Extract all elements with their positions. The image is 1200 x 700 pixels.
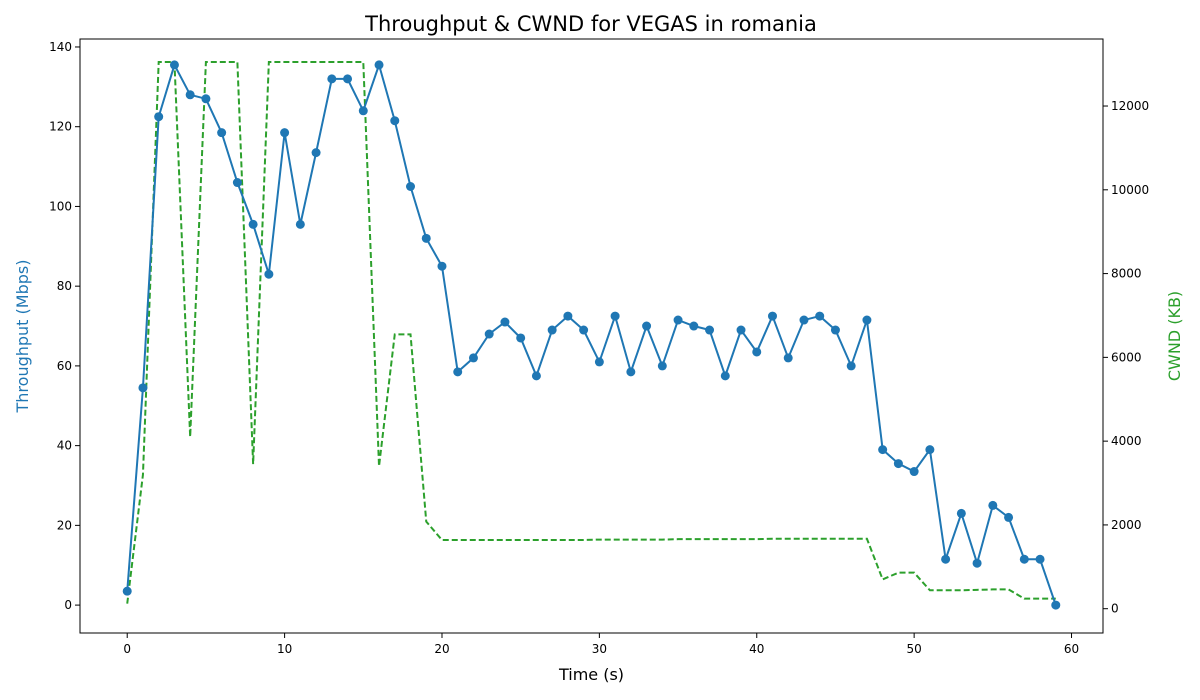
throughput-point — [374, 60, 384, 70]
y-axis-title-right: CWND (KB) — [1165, 291, 1184, 381]
throughput-point — [689, 321, 699, 331]
throughput-point — [264, 269, 274, 279]
y-tick-label-left: 40 — [57, 439, 72, 453]
throughput-point — [516, 333, 526, 343]
y-axis-title-left: Throughput (Mbps) — [13, 260, 32, 414]
x-axis-title: Time (s) — [558, 665, 624, 684]
throughput-point — [185, 90, 195, 100]
throughput-point — [295, 219, 305, 229]
throughput-point — [358, 106, 368, 116]
throughput-point — [1051, 600, 1061, 610]
throughput-point — [531, 371, 541, 381]
throughput-point — [1004, 512, 1014, 522]
throughput-point — [406, 182, 416, 191]
throughput-point — [421, 233, 431, 243]
x-tick-label: 0 — [123, 642, 131, 656]
throughput-point — [500, 317, 510, 327]
throughput-point — [673, 315, 683, 325]
throughput-point — [846, 361, 856, 371]
throughput-point — [232, 178, 242, 188]
throughput-point — [1035, 554, 1045, 564]
throughput-point — [752, 347, 762, 357]
x-tick-label: 10 — [277, 642, 292, 656]
x-tick-label: 30 — [592, 642, 607, 656]
throughput-point — [248, 219, 258, 229]
y-tick-label-right: 4000 — [1111, 434, 1142, 448]
y-tick-label-left: 140 — [49, 40, 72, 54]
throughput-point — [925, 445, 935, 455]
throughput-point — [799, 315, 809, 325]
throughput-point — [626, 367, 636, 377]
throughput-point — [815, 311, 825, 321]
throughput-point — [468, 353, 478, 363]
throughput-point — [909, 467, 919, 477]
throughput-point — [736, 325, 746, 335]
chart-title: Throughput & CWND for VEGAS in romania — [364, 12, 817, 36]
throughput-point — [169, 60, 179, 70]
throughput-point — [311, 148, 321, 158]
y-tick-label-right: 0 — [1111, 602, 1119, 616]
plot-lines — [122, 60, 1061, 610]
throughput-point — [610, 311, 620, 321]
throughput-point — [343, 74, 353, 84]
throughput-point — [563, 311, 573, 321]
throughput-point — [878, 445, 888, 455]
x-tick-label: 20 — [434, 642, 449, 656]
y-tick-label-right: 12000 — [1111, 99, 1149, 113]
throughput-point — [893, 459, 903, 469]
y-tick-label-left: 120 — [49, 120, 72, 134]
throughput-point — [217, 128, 227, 138]
y-tick-label-left: 80 — [57, 279, 72, 293]
y-tick-label-left: 20 — [57, 518, 72, 532]
throughput-point — [941, 554, 951, 564]
throughput-point — [484, 329, 494, 339]
throughput-point — [138, 383, 148, 393]
throughput-point — [862, 315, 872, 325]
throughput-point — [437, 261, 447, 271]
throughput-point — [642, 321, 652, 331]
y-tick-label-right: 10000 — [1111, 183, 1149, 197]
throughput-point — [705, 325, 715, 335]
throughput-point — [280, 128, 290, 138]
x-tick-label: 50 — [906, 642, 921, 656]
x-tick-label: 60 — [1064, 642, 1079, 656]
throughput-point — [767, 311, 777, 321]
throughput-point — [657, 361, 667, 371]
axis-ticks: 0 10 20 30 40 50 60 0 20 40 60 80 100 120 140 0 2000 4000… — [49, 40, 1149, 656]
y-tick-label-left: 100 — [49, 199, 72, 213]
throughput-point — [783, 353, 793, 363]
throughput-point — [972, 558, 982, 568]
y-tick-label-right: 2000 — [1111, 518, 1142, 532]
cwnd-line — [126, 61, 1056, 604]
x-tick-label: 40 — [749, 642, 764, 656]
throughput-point — [956, 508, 966, 518]
throughput-point — [579, 325, 589, 335]
throughput-point — [988, 500, 998, 510]
throughput-point — [390, 116, 400, 126]
throughput-point — [830, 325, 840, 335]
throughput-point — [327, 74, 337, 84]
y-tick-label-right: 8000 — [1111, 267, 1142, 281]
y-tick-label-left: 60 — [57, 359, 72, 373]
y-tick-label-right: 6000 — [1111, 350, 1142, 364]
throughput-point — [720, 371, 730, 381]
throughput-point — [453, 367, 463, 377]
throughput-point — [122, 586, 132, 596]
throughput-point — [594, 357, 604, 367]
plot-frame — [79, 38, 1104, 634]
y-tick-label-left: 0 — [64, 598, 72, 612]
throughput-point — [1019, 554, 1029, 564]
throughput-point — [547, 325, 557, 335]
throughput-point — [201, 94, 211, 104]
throughput-point — [154, 112, 164, 122]
